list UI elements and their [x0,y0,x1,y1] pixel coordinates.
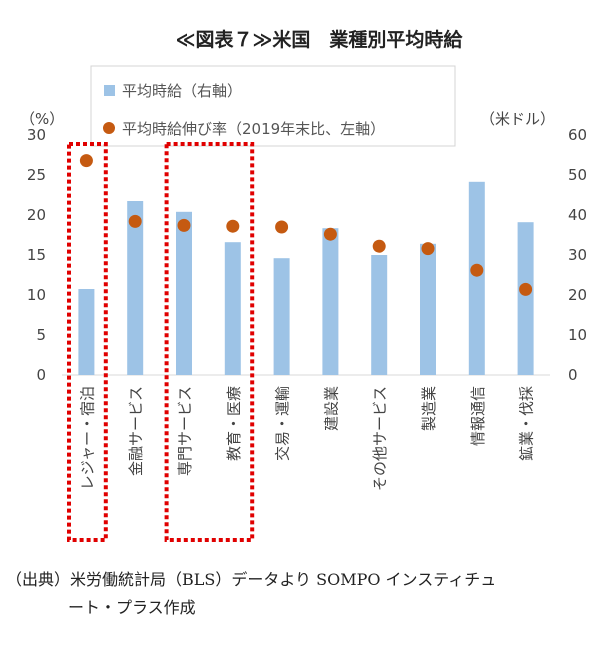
source-note: （出典）米労働統計局（BLS）データより SOMPO インスティチュ ート・プラ… [6,566,606,622]
growth-dot [226,219,240,233]
right-axis-unit: （米ドル） [480,110,555,128]
bar [224,242,241,375]
category-label: 専門サービス [176,386,194,476]
category-label: 教育・医療 [225,386,243,461]
growth-dot [177,218,191,232]
bar-series [78,181,534,375]
bar [273,258,290,375]
chart-title: ≪図表７≫米国 業種別平均時給 [176,28,464,51]
category-label: 金融サービス [127,386,145,476]
right-tick-label: 20 [568,286,587,304]
bar [127,201,144,375]
growth-dot [275,220,289,234]
legend-dot-swatch [103,122,115,134]
category-label: 製造業 [420,386,438,431]
bar [420,243,436,375]
bar [371,255,388,375]
left-tick-label: 5 [36,326,46,344]
growth-dot [421,242,435,256]
bar [517,222,534,375]
legend-bar-label: 平均時給（右軸） [122,82,242,100]
bar [176,211,192,375]
growth-dot [128,214,142,228]
category-labels: レジャー・宿泊 金融サービス 専門サービス 教育・医療 交易・運輸 建設業 その他サービス 製… [78,386,535,491]
source-label: （出典） [6,570,71,589]
legend-box [90,65,456,147]
highlight-boxes [67,142,255,542]
right-tick-label: 40 [568,206,587,224]
growth-dot [323,227,337,241]
right-tick-label: 10 [568,326,587,344]
left-tick-label: 10 [27,286,46,304]
left-tick-label: 0 [36,366,46,384]
growth-dot [79,154,93,168]
left-tick-label: 25 [27,166,46,184]
left-tick-label: 15 [27,246,46,264]
category-label: その他サービス [371,386,389,491]
right-tick-label: 30 [568,246,587,264]
category-label: 交易・運輸 [274,386,292,461]
legend-bar-swatch [104,85,115,96]
left-tick-label: 20 [27,206,46,224]
left-tick-label: 30 [27,126,46,144]
category-label: 鉱業・伐採 [518,386,536,461]
growth-dot [470,263,484,277]
left-axis-unit: （%） [20,110,64,128]
right-axis-ticks: 0 10 20 30 40 50 60 [568,126,587,384]
legend-dot-label: 平均時給伸び率（2019年末比、左軸） [122,120,385,138]
highlight-box [67,142,108,542]
right-tick-label: 50 [568,166,587,184]
dot-series [79,154,533,296]
source-line-2: ート・プラス作成 [68,598,196,617]
bar [322,228,339,375]
category-label: 建設業 [322,386,340,431]
bar [78,289,95,375]
source-line-1: 米労働統計局（BLS）データより SOMPO インスティチュ [70,570,497,589]
legend: 平均時給（右軸） 平均時給伸び率（2019年末比、左軸） [90,65,456,147]
growth-dot [372,239,386,253]
category-label: 情報通信 [469,386,487,446]
right-tick-label: 60 [568,126,587,144]
right-tick-label: 0 [568,366,578,384]
category-label: レジャー・宿泊 [78,386,96,490]
left-axis-ticks: 0 5 10 15 20 25 30 [27,126,46,384]
bar [468,181,485,375]
growth-dot [519,282,533,296]
chart: ≪図表７≫米国 業種別平均時給 平均時給（右軸） 平均時給伸び率（2019年末比… [20,28,587,542]
highlight-box [164,142,255,542]
